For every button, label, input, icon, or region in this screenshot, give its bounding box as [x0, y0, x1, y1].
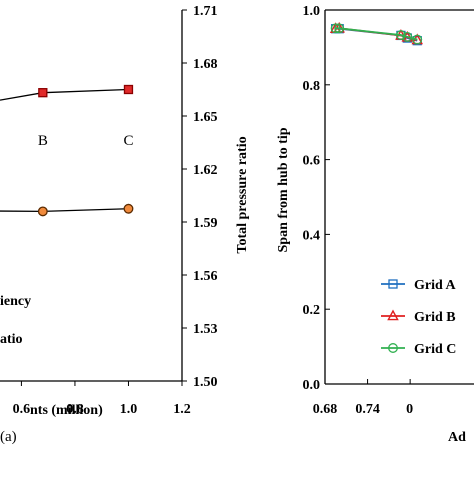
left-series-point-1 — [37, 206, 48, 217]
right-y-tick-label: 1.0 — [303, 4, 321, 19]
right-series-line-2 — [335, 27, 418, 41]
left-right-y-tick-label: 1.50 — [193, 375, 218, 390]
right-x-tick-label: 0.68 — [313, 402, 338, 417]
right-legend-marker-1 — [387, 309, 399, 321]
left-right-y-tick-label: 1.71 — [193, 4, 218, 19]
right-legend-marker-2 — [388, 343, 398, 353]
left-x-tick-label: 1.2 — [173, 402, 191, 417]
left-right-y-tick-label: 1.53 — [193, 322, 218, 337]
left-x-tick-label: 1.0 — [120, 402, 138, 417]
left-x-tick-label: 0.6 — [13, 402, 31, 417]
left-series-point-0 — [123, 84, 134, 95]
left-right-y-tick-label: 1.62 — [193, 163, 218, 178]
left-legend-entry-1: atio — [0, 332, 23, 347]
left-annotation-b: B — [38, 133, 48, 149]
right-legend-entry-0: Grid A — [414, 278, 457, 293]
right-y-tick-label: 0.6 — [303, 154, 321, 169]
right-x-tick-label: 0.74 — [355, 402, 380, 417]
right-x-axis-title: Ad — [448, 430, 466, 445]
right-y-axis-title: Span from hub to tip — [276, 127, 291, 252]
right-series-point-2 — [402, 31, 413, 42]
right-x-tick-label: 0 — [406, 402, 413, 417]
right-y-tick-label: 0.8 — [303, 79, 321, 94]
left-legend-entry-0: iency — [0, 294, 31, 309]
right-legend-entry-2: Grid C — [414, 342, 456, 357]
left-right-y-tick-label: 1.68 — [193, 57, 218, 72]
left-series-point-0 — [38, 88, 48, 98]
left-series-line-0 — [0, 88, 129, 101]
left-chart-panel: 0.6 0.8 1.0 1.21.50 1.53 1.56 1.59 1.62 1.65 1.68… — [0, 4, 250, 445]
right-chart-panel: 0.0 0.2 0.4 0.6 0.8 1.0 0.68 0.74 0 Ad Span from h… — [276, 4, 474, 445]
left-right-y-tick-label: 1.65 — [193, 110, 218, 125]
left-series-line-1 — [0, 208, 129, 213]
right-legend-entry-1: Grid B — [414, 310, 456, 325]
left-right-y-tick-label: 1.56 — [193, 269, 218, 284]
right-y-tick-label: 0.0 — [303, 378, 321, 393]
panel-label: (a) — [0, 429, 17, 445]
right-series-point-2 — [330, 23, 341, 34]
left-series-point-1 — [123, 203, 134, 214]
left-annotation-c: C — [123, 133, 133, 149]
right-series-point-2 — [395, 30, 406, 41]
right-legend-marker-0 — [388, 279, 398, 289]
right-series-point-2 — [334, 23, 345, 34]
left-x-tick-label: 0.8 — [66, 402, 84, 417]
right-y-tick-label: 0.2 — [303, 303, 321, 318]
left-right-y-tick-label: 1.59 — [193, 216, 218, 231]
right-series-point-2 — [412, 34, 423, 45]
left-right-y-axis-title: Total pressure ratio — [235, 136, 250, 253]
right-y-tick-label: 0.4 — [303, 228, 321, 243]
left-x-axis-title: nts (million) — [30, 403, 103, 418]
